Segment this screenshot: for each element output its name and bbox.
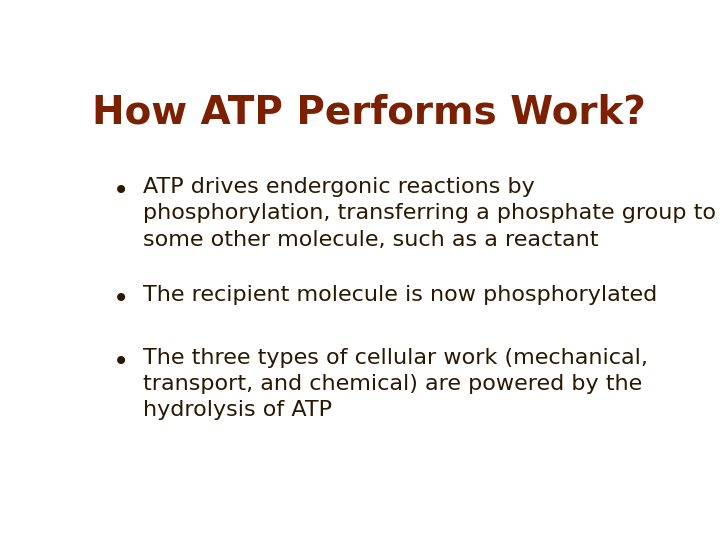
Text: •: • [112,177,129,205]
Text: The three types of cellular work (mechanical,
transport, and chemical) are power: The three types of cellular work (mechan… [143,348,648,420]
Text: ATP drives endergonic reactions by
phosphorylation, transferring a phosphate gro: ATP drives endergonic reactions by phosp… [143,177,716,250]
Text: •: • [112,348,129,375]
Text: The recipient molecule is now phosphorylated: The recipient molecule is now phosphoryl… [143,285,657,305]
Text: •: • [112,285,129,313]
Text: How ATP Performs Work?: How ATP Performs Work? [92,94,646,132]
